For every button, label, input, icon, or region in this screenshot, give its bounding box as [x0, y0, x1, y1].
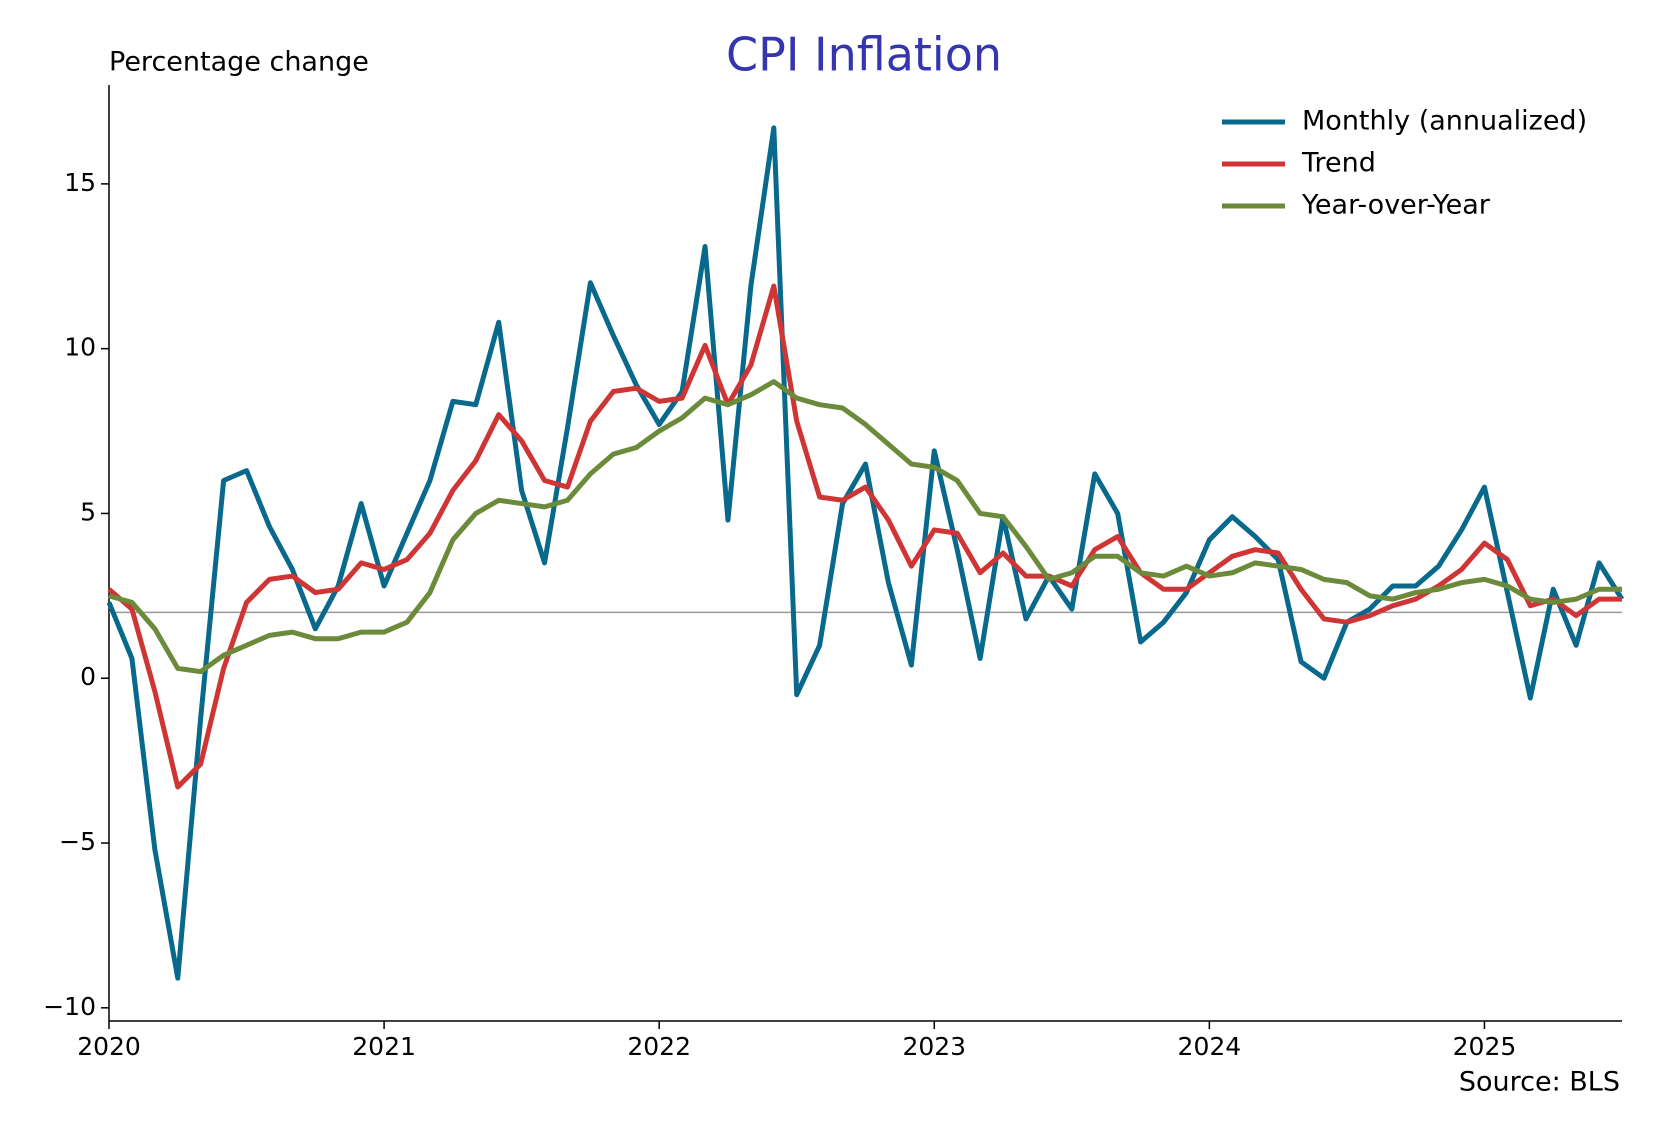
legend-label: Monthly (annualized) — [1302, 106, 1587, 137]
source-note: Source: BLS — [1459, 1067, 1620, 1098]
y-tick-label: 0 — [80, 662, 96, 691]
x-tick-label: 2023 — [902, 1032, 966, 1061]
y-tick-label: 15 — [64, 168, 96, 197]
y-tick-label: −5 — [59, 827, 96, 856]
y-tick-label: −10 — [43, 992, 96, 1021]
y-axis-label: Percentage change — [109, 47, 369, 78]
chart-title: CPI Inflation — [726, 28, 1002, 82]
legend-label: Year-over-Year — [1301, 190, 1491, 221]
series-line — [108, 379, 1622, 675]
y-tick-label: 5 — [80, 497, 96, 526]
legend-label: Trend — [1301, 148, 1376, 179]
x-tick-label: 2021 — [352, 1032, 416, 1061]
x-tick-label: 2020 — [77, 1032, 141, 1061]
x-tick-label: 2025 — [1453, 1032, 1517, 1061]
series-line — [107, 283, 1622, 790]
series-line — [106, 125, 1625, 981]
y-tick-label: 10 — [64, 333, 96, 362]
x-tick-label: 2024 — [1178, 1032, 1242, 1061]
x-tick-label: 2022 — [627, 1032, 691, 1061]
